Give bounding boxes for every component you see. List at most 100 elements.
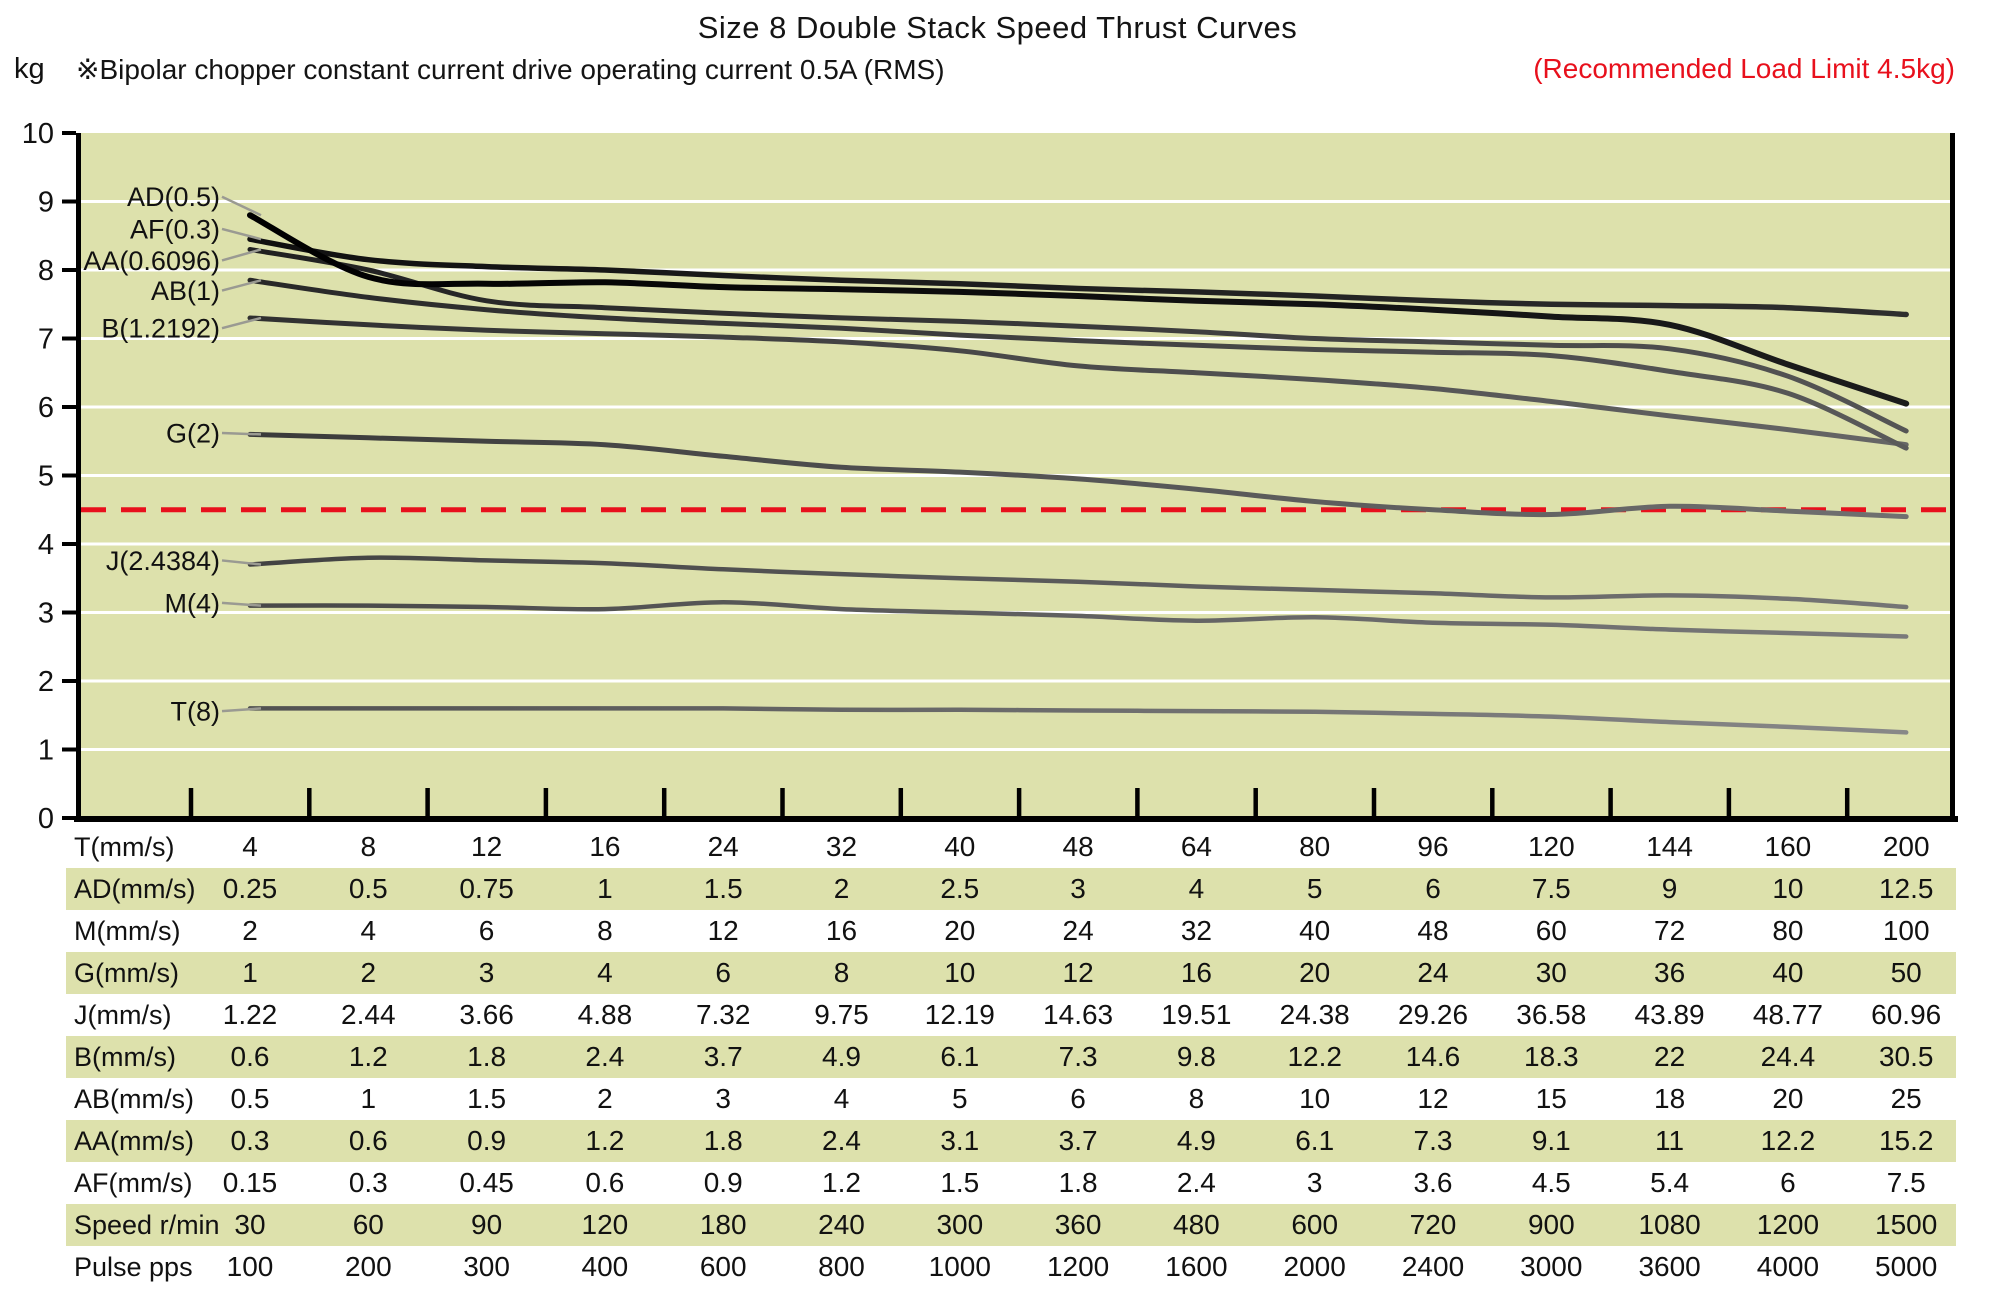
table-cell: 18 [1654, 1083, 1686, 1114]
table-row-g-mm-s-: G(mm/s) 1 2 3 4 6 8 10 12 16 20 24 30 36 40 50 [0, 952, 1995, 994]
table-cell: 7.32 [695, 999, 751, 1030]
table-row-j-mm-s-: J(mm/s) 1.22 2.44 3.66 4.88 7.32 9.75 12.19 14.6… [0, 994, 1995, 1036]
table-cell: 0.75 [459, 873, 514, 904]
table-cell: 22 [1654, 1041, 1686, 1072]
table-cell: 14.6 [1405, 1041, 1461, 1072]
row-label: T(mm/s) [74, 832, 175, 862]
table-cell: 800 [818, 1251, 865, 1282]
table-cell: 18.3 [1524, 1041, 1579, 1072]
table-cell: 12 [1417, 1083, 1449, 1114]
table-cell: 24.4 [1760, 1041, 1816, 1072]
table-cell: 720 [1409, 1209, 1457, 1240]
table-cell: 2400 [1401, 1251, 1465, 1282]
table-cell: 24 [1062, 915, 1094, 946]
y-tick-label-4: 4 [38, 529, 54, 561]
table-cell: 3000 [1520, 1251, 1583, 1282]
table-cell: 3 [1306, 1167, 1323, 1198]
table-cell: 300 [463, 1251, 510, 1282]
table-cell: 0.9 [703, 1167, 743, 1198]
table-cell: 6 [1070, 1083, 1086, 1114]
table-cell: 120 [1527, 831, 1575, 862]
leader-line-AA(0.6096) [221, 248, 262, 262]
table-cell: 3 [1070, 873, 1086, 904]
row-label: AA(mm/s) [74, 1126, 194, 1156]
table-cell: 0.6 [585, 1167, 625, 1198]
row-label: AD(mm/s) [74, 874, 196, 904]
curve-M(4) [247, 599, 1909, 639]
table-cell: 8 [360, 831, 377, 862]
table-cell: 1 [360, 1083, 377, 1114]
row-highlight [66, 1204, 1956, 1246]
table-cell: 0.6 [230, 1041, 270, 1072]
table-cell: 3 [478, 957, 495, 988]
table-cell: 5 [1306, 873, 1323, 904]
curve-J(2.4384) [247, 555, 1909, 610]
table-cell: 15.2 [1878, 1125, 1934, 1156]
drive-condition-note: ※Bipolar chopper constant current drive … [76, 54, 945, 85]
table-cell: 4.9 [822, 1041, 861, 1072]
table-cell: 900 [1527, 1209, 1575, 1240]
row-label: Pulse pps [74, 1252, 193, 1282]
table-cell: 3600 [1638, 1251, 1701, 1282]
table-cell: 20 [1772, 1083, 1804, 1114]
table-cell: 11 [1655, 1125, 1685, 1156]
table-cell: 24 [707, 831, 739, 862]
table-cell: 600 [699, 1251, 747, 1282]
curve-G(2) [247, 431, 1909, 520]
table-cell: 16 [825, 915, 858, 946]
table-cell: 1 [242, 957, 258, 988]
y-axis-line [76, 133, 81, 822]
curve-AB(1) [247, 277, 1909, 451]
table-cell: 3 [715, 1083, 731, 1114]
curve-label-AD(0.5): AD(0.5) [127, 182, 220, 212]
curve-label-M(4): M(4) [165, 588, 221, 618]
table-cell: 96 [1417, 831, 1449, 862]
table-cell: 20 [944, 915, 976, 946]
table-cell: 1.22 [222, 999, 278, 1030]
y-tick-label-10: 10 [22, 118, 54, 150]
table-cell: 20 [1299, 957, 1331, 988]
leader-line-M(4) [221, 601, 262, 607]
table-cell: 25 [1890, 1083, 1922, 1114]
table-cell: 16 [589, 831, 621, 862]
table-cell: 10 [944, 957, 976, 988]
curve-label-T(8): T(8) [171, 697, 221, 727]
row-highlight [66, 952, 1956, 994]
table-cell: 480 [1173, 1209, 1220, 1240]
table-cell: 600 [1291, 1209, 1339, 1240]
row-label: J(mm/s) [74, 1000, 172, 1030]
table-cell: 5.4 [1650, 1167, 1690, 1198]
table-cell: 0.15 [222, 1167, 278, 1198]
y-tick-label-6: 6 [38, 392, 54, 424]
x-axis-line [74, 816, 1958, 822]
table-row-b-mm-s-: B(mm/s) 0.6 1.2 1.8 2.4 3.7 4.9 6.1 7.3 9.8 12.2 14… [0, 1036, 1995, 1078]
table-cell: 1000 [928, 1251, 991, 1282]
table-cell: 40 [1299, 915, 1331, 946]
table-cell: 5 [952, 1083, 968, 1114]
row-label: AB(mm/s) [74, 1084, 194, 1114]
leader-line-G(2) [221, 431, 262, 436]
table-cell: 4 [360, 915, 377, 946]
recommended-load-limit-note: (Recommended Load Limit 4.5kg) [1533, 53, 1955, 84]
table-cell: 400 [581, 1251, 629, 1282]
table-cell: 6 [715, 957, 731, 988]
table-cell: 12.2 [1287, 1041, 1342, 1072]
table-cell: 43.89 [1634, 999, 1705, 1030]
table-cell: 0.3 [348, 1167, 388, 1198]
table-cell: 90 [471, 1209, 503, 1240]
table-cell: 1.5 [467, 1083, 507, 1114]
row-highlight [66, 868, 1956, 910]
leader-line-B(1.2192) [221, 316, 262, 330]
table-cell: 144 [1646, 831, 1693, 862]
curve-B(1.2192) [247, 315, 1909, 448]
row-highlight [66, 1120, 1956, 1162]
table-cell: 200 [344, 1251, 392, 1282]
table-cell: 4 [1188, 873, 1205, 904]
table-cell: 4 [242, 831, 258, 862]
table-cell: 3.7 [1058, 1125, 1098, 1156]
y-tick-label-2: 2 [38, 666, 54, 698]
table-cell: 16 [1180, 957, 1212, 988]
table-cell: 3.66 [459, 999, 514, 1030]
table-cell: 12 [707, 915, 739, 946]
table-cell: 120 [581, 1209, 629, 1240]
